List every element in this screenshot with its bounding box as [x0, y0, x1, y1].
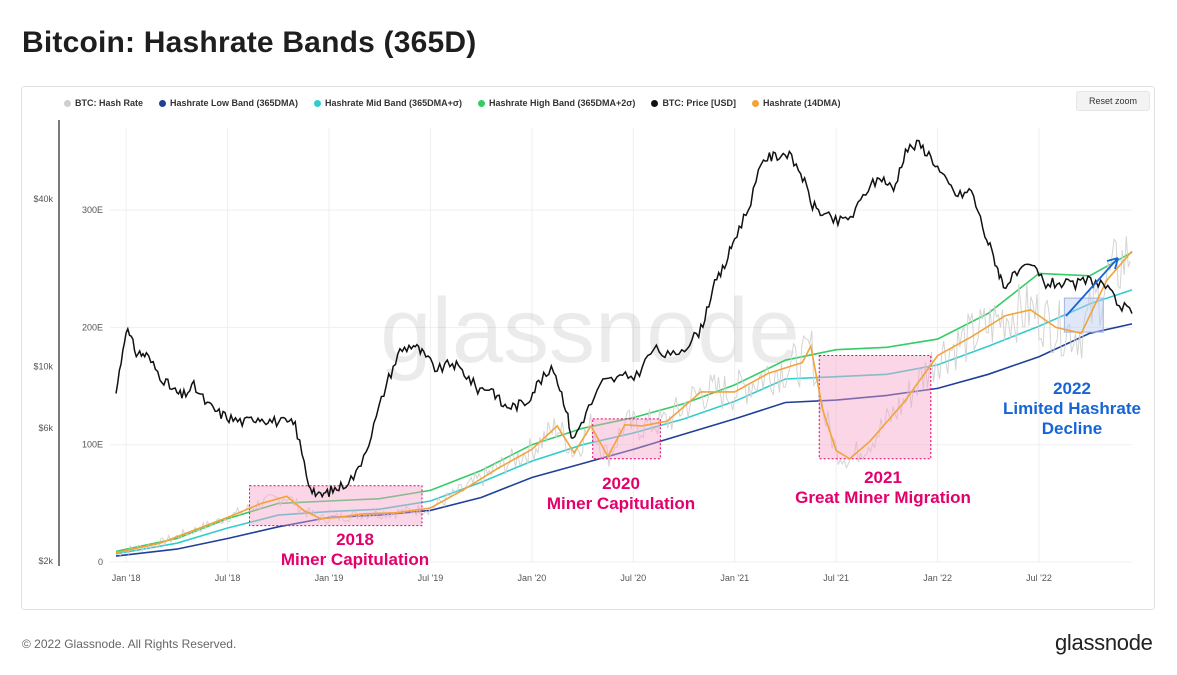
x-tick-label: Jul '20 — [620, 573, 646, 583]
legend-dot-hash-rate — [64, 99, 71, 107]
annotation-boxes — [249, 297, 1104, 527]
annotation-box — [249, 485, 423, 527]
x-tick-label: Jul '22 — [1026, 573, 1052, 583]
legend-label-mid-band: Hashrate Mid Band (365DMA+σ) — [325, 98, 462, 108]
page-title: Bitcoin: Hashrate Bands (365D) — [22, 26, 477, 59]
chart-panel — [21, 86, 1155, 610]
annotation-text: Miner Capitulation — [547, 494, 695, 513]
annotation-year: 2020 — [602, 474, 640, 493]
watermark-text: glassnode — [380, 280, 799, 382]
price-tick-label: $2k — [38, 556, 53, 566]
annotation-arrow — [1065, 257, 1119, 317]
legend-item-hashrate-14dma[interactable]: Hashrate (14DMA) — [751, 98, 841, 108]
annotation-arrow-head — [1106, 257, 1119, 270]
price-tick-label: $40k — [33, 194, 53, 204]
series-line-mid-band — [115, 289, 1133, 555]
x-tick-label: Jul '21 — [823, 573, 849, 583]
legend-label-hash-rate: BTC: Hash Rate — [75, 98, 144, 108]
legend-item-low-band[interactable]: Hashrate Low Band (365DMA) — [159, 98, 298, 108]
legend-item-mid-band[interactable]: Hashrate Mid Band (365DMA+σ) — [314, 98, 462, 108]
x-tick-label: Jan '20 — [517, 573, 546, 583]
series-line-hashrate-14dma — [115, 250, 1133, 554]
footer-logo: glassnode — [1055, 630, 1153, 655]
legend-dot-mid-band — [314, 99, 322, 107]
legend-dot-low-band — [159, 99, 167, 107]
x-tick-label: Jan '22 — [923, 573, 952, 583]
hashrate-tick-label: 0 — [98, 557, 103, 567]
price-tick-label: $10k — [33, 362, 53, 372]
annotation-text: Miner Capitulation — [281, 550, 429, 569]
footer-copyright: © 2022 Glassnode. All Rights Reserved. — [22, 637, 237, 651]
series-line-hash-rate — [115, 236, 1131, 557]
series-lines — [115, 139, 1133, 554]
legend-label-high-band: Hashrate High Band (365DMA+2σ) — [488, 98, 636, 108]
legend-label-price: BTC: Price [USD] — [662, 98, 736, 108]
hash-rate-raw — [115, 236, 1131, 557]
legend-item-hash-rate[interactable]: BTC: Hash Rate — [64, 98, 143, 108]
annotation-year: 2022 — [1053, 379, 1091, 398]
axes: Jan '18 Jul '18 Jan '19 Jul '19 Jan '20 Jul '… — [33, 120, 1052, 583]
x-tick-label: Jan '18 — [112, 573, 141, 583]
annotation-text: Limited Hashrate — [1003, 399, 1141, 418]
legend-label-hashrate-14dma: Hashrate (14DMA) — [762, 98, 841, 108]
series-line-low-band — [115, 323, 1133, 557]
x-tick-label: Jul '18 — [215, 573, 241, 583]
x-tick-label: Jan '19 — [315, 573, 344, 583]
watermark: glassnode — [380, 280, 799, 382]
annotation-year: 2021 — [864, 468, 902, 487]
annotation-box — [818, 355, 932, 460]
hashrate-tick-label: 100E — [82, 440, 103, 450]
x-tick-label: Jan '21 — [720, 573, 749, 583]
legend-label-low-band: Hashrate Low Band (365DMA) — [170, 98, 299, 108]
reset-zoom-button[interactable]: Reset zoom — [1076, 91, 1150, 111]
legend-dot-hashrate-14dma — [751, 99, 759, 107]
legend-dot-high-band — [477, 99, 485, 107]
hashrate-tick-label: 200E — [82, 322, 103, 332]
legend-item-price[interactable]: BTC: Price [USD] — [651, 98, 736, 108]
chart-legend: BTC: Hash Rate Hashrate Low Band (365DMA… — [64, 96, 856, 110]
legend-dot-price — [651, 99, 659, 107]
hashrate-tick-label: 300E — [82, 205, 103, 215]
price-tick-label: $6k — [38, 423, 53, 433]
series-line-price — [115, 139, 1133, 499]
x-tick-label: Jul '19 — [418, 573, 444, 583]
legend-item-high-band[interactable]: Hashrate High Band (365DMA+2σ) — [477, 98, 636, 108]
annotation-text: Decline — [1042, 419, 1102, 438]
annotation-year: 2018 — [336, 530, 374, 549]
annotation-text: Great Miner Migration — [795, 488, 971, 507]
